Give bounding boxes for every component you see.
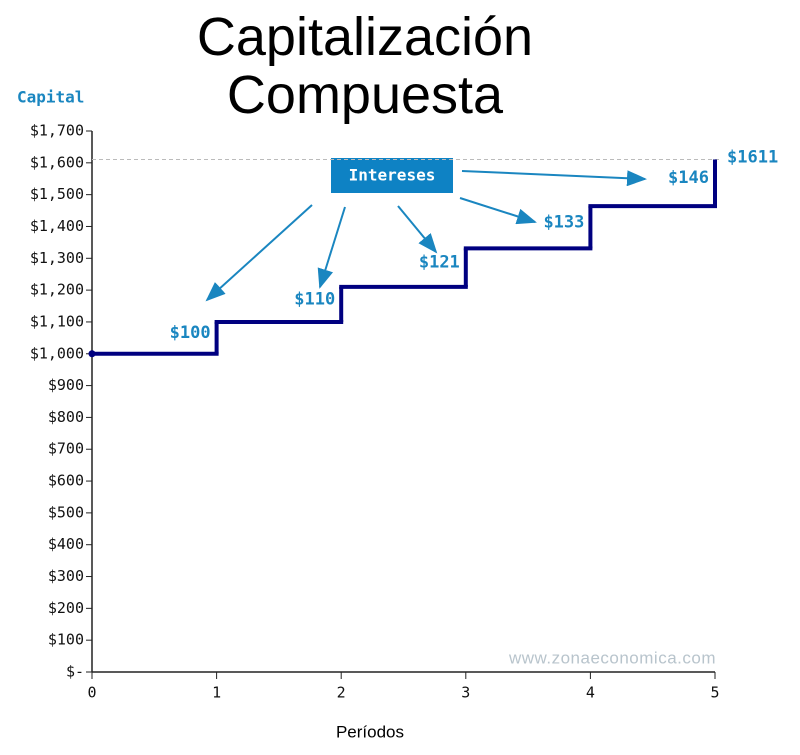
y-tick-label: $900 <box>48 376 84 394</box>
y-tick-label: $600 <box>48 472 84 490</box>
y-tick-label: $300 <box>48 567 84 585</box>
x-tick-label: 5 <box>710 684 719 702</box>
interest-label: $110 <box>294 289 335 309</box>
y-tick-label: $1,600 <box>30 153 84 171</box>
y-tick-label: $400 <box>48 535 84 553</box>
y-tick-label: $200 <box>48 599 84 617</box>
interest-label: $121 <box>419 253 460 273</box>
y-tick-label: $1,500 <box>30 185 84 203</box>
y-tick-label: $800 <box>48 408 84 426</box>
y-tick-label: $1,300 <box>30 249 84 267</box>
x-tick-label: 3 <box>461 684 470 702</box>
interest-box-label: Intereses <box>349 166 436 185</box>
interest-label: $100 <box>170 323 211 343</box>
y-tick-label: $1,700 <box>30 122 84 140</box>
y-tick-label: $700 <box>48 440 84 458</box>
y-axis-label: Capital <box>17 88 84 107</box>
y-tick-label: $500 <box>48 503 84 521</box>
x-tick-label: 1 <box>212 684 221 702</box>
y-tick-label: $1,200 <box>30 281 84 299</box>
interest-label: $133 <box>543 212 584 232</box>
value-label: $1611 <box>727 147 778 167</box>
y-tick-label: $1,000 <box>30 344 84 362</box>
start-point <box>88 350 96 358</box>
x-tick-label: 0 <box>87 684 96 702</box>
interest-label: $146 <box>668 168 709 188</box>
x-tick-label: 4 <box>586 684 595 702</box>
x-tick-label: 2 <box>337 684 346 702</box>
y-tick-label: $100 <box>48 631 84 649</box>
x-axis-label: Períodos <box>336 722 404 741</box>
arrows <box>205 170 647 302</box>
y-tick-label: $1,400 <box>30 217 84 235</box>
watermark: www.zonaeconomica.com <box>508 648 716 667</box>
y-tick-label: $1,100 <box>30 312 84 330</box>
chart-title: Capitalización Compuesta <box>196 7 534 125</box>
interest-box <box>331 158 453 193</box>
y-tick-label: $- <box>66 663 84 681</box>
